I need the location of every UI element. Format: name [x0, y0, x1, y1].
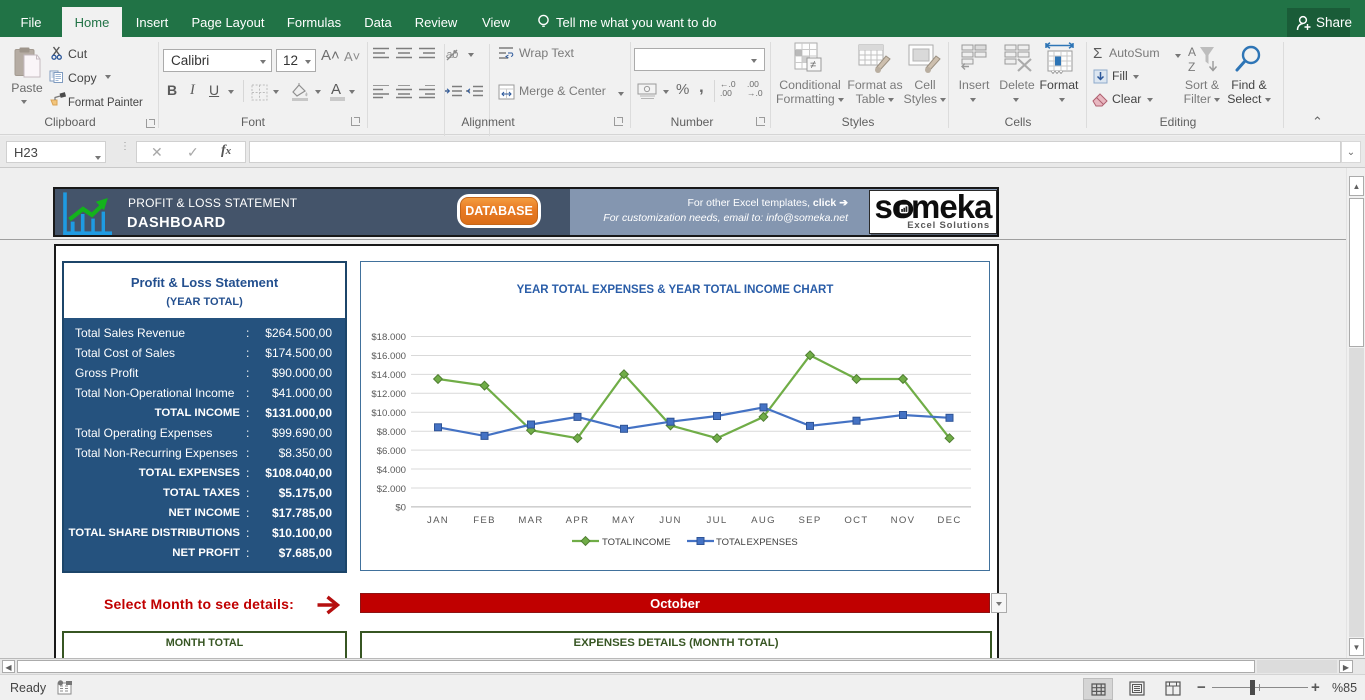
svg-text:JAN: JAN [427, 515, 449, 526]
svg-text:$16.000: $16.000 [371, 351, 406, 362]
svg-text:FEB: FEB [473, 515, 496, 526]
svg-text:YEAR TOTAL EXPENSES & YEAR TOT: YEAR TOTAL EXPENSES & YEAR TOTAL INCOME … [517, 284, 834, 296]
svg-text:JUN: JUN [659, 515, 682, 526]
svg-text:A: A [1188, 45, 1196, 59]
svg-text:JUL: JUL [707, 515, 728, 526]
svg-text:$2.000: $2.000 [377, 484, 406, 495]
svg-text:MAY: MAY [612, 515, 636, 526]
svg-text:$8.000: $8.000 [377, 427, 406, 438]
svg-text:$4.000: $4.000 [377, 465, 406, 476]
svg-text:Z: Z [1188, 60, 1195, 74]
svg-text:AUG: AUG [751, 515, 776, 526]
svg-text:≠: ≠ [810, 59, 816, 71]
svg-text:APR: APR [566, 515, 590, 526]
svg-text:$12.000: $12.000 [371, 389, 406, 400]
svg-text:TOTAL INCOME: TOTAL INCOME [602, 537, 671, 548]
svg-text:SEP: SEP [798, 515, 821, 526]
svg-text:$0: $0 [395, 503, 406, 514]
svg-text:MAR: MAR [518, 515, 543, 526]
svg-text:$6.000: $6.000 [377, 446, 406, 457]
svg-text:OCT: OCT [844, 515, 868, 526]
svg-text:$10.000: $10.000 [371, 408, 406, 419]
svg-text:$18.000: $18.000 [371, 332, 406, 343]
svg-text:DEC: DEC [937, 515, 961, 526]
svg-text:ab: ab [446, 49, 458, 61]
svg-text:NOV: NOV [891, 515, 916, 526]
svg-text:TOTAL EXPENSES: TOTAL EXPENSES [716, 537, 798, 548]
svg-text:$14.000: $14.000 [371, 370, 406, 381]
